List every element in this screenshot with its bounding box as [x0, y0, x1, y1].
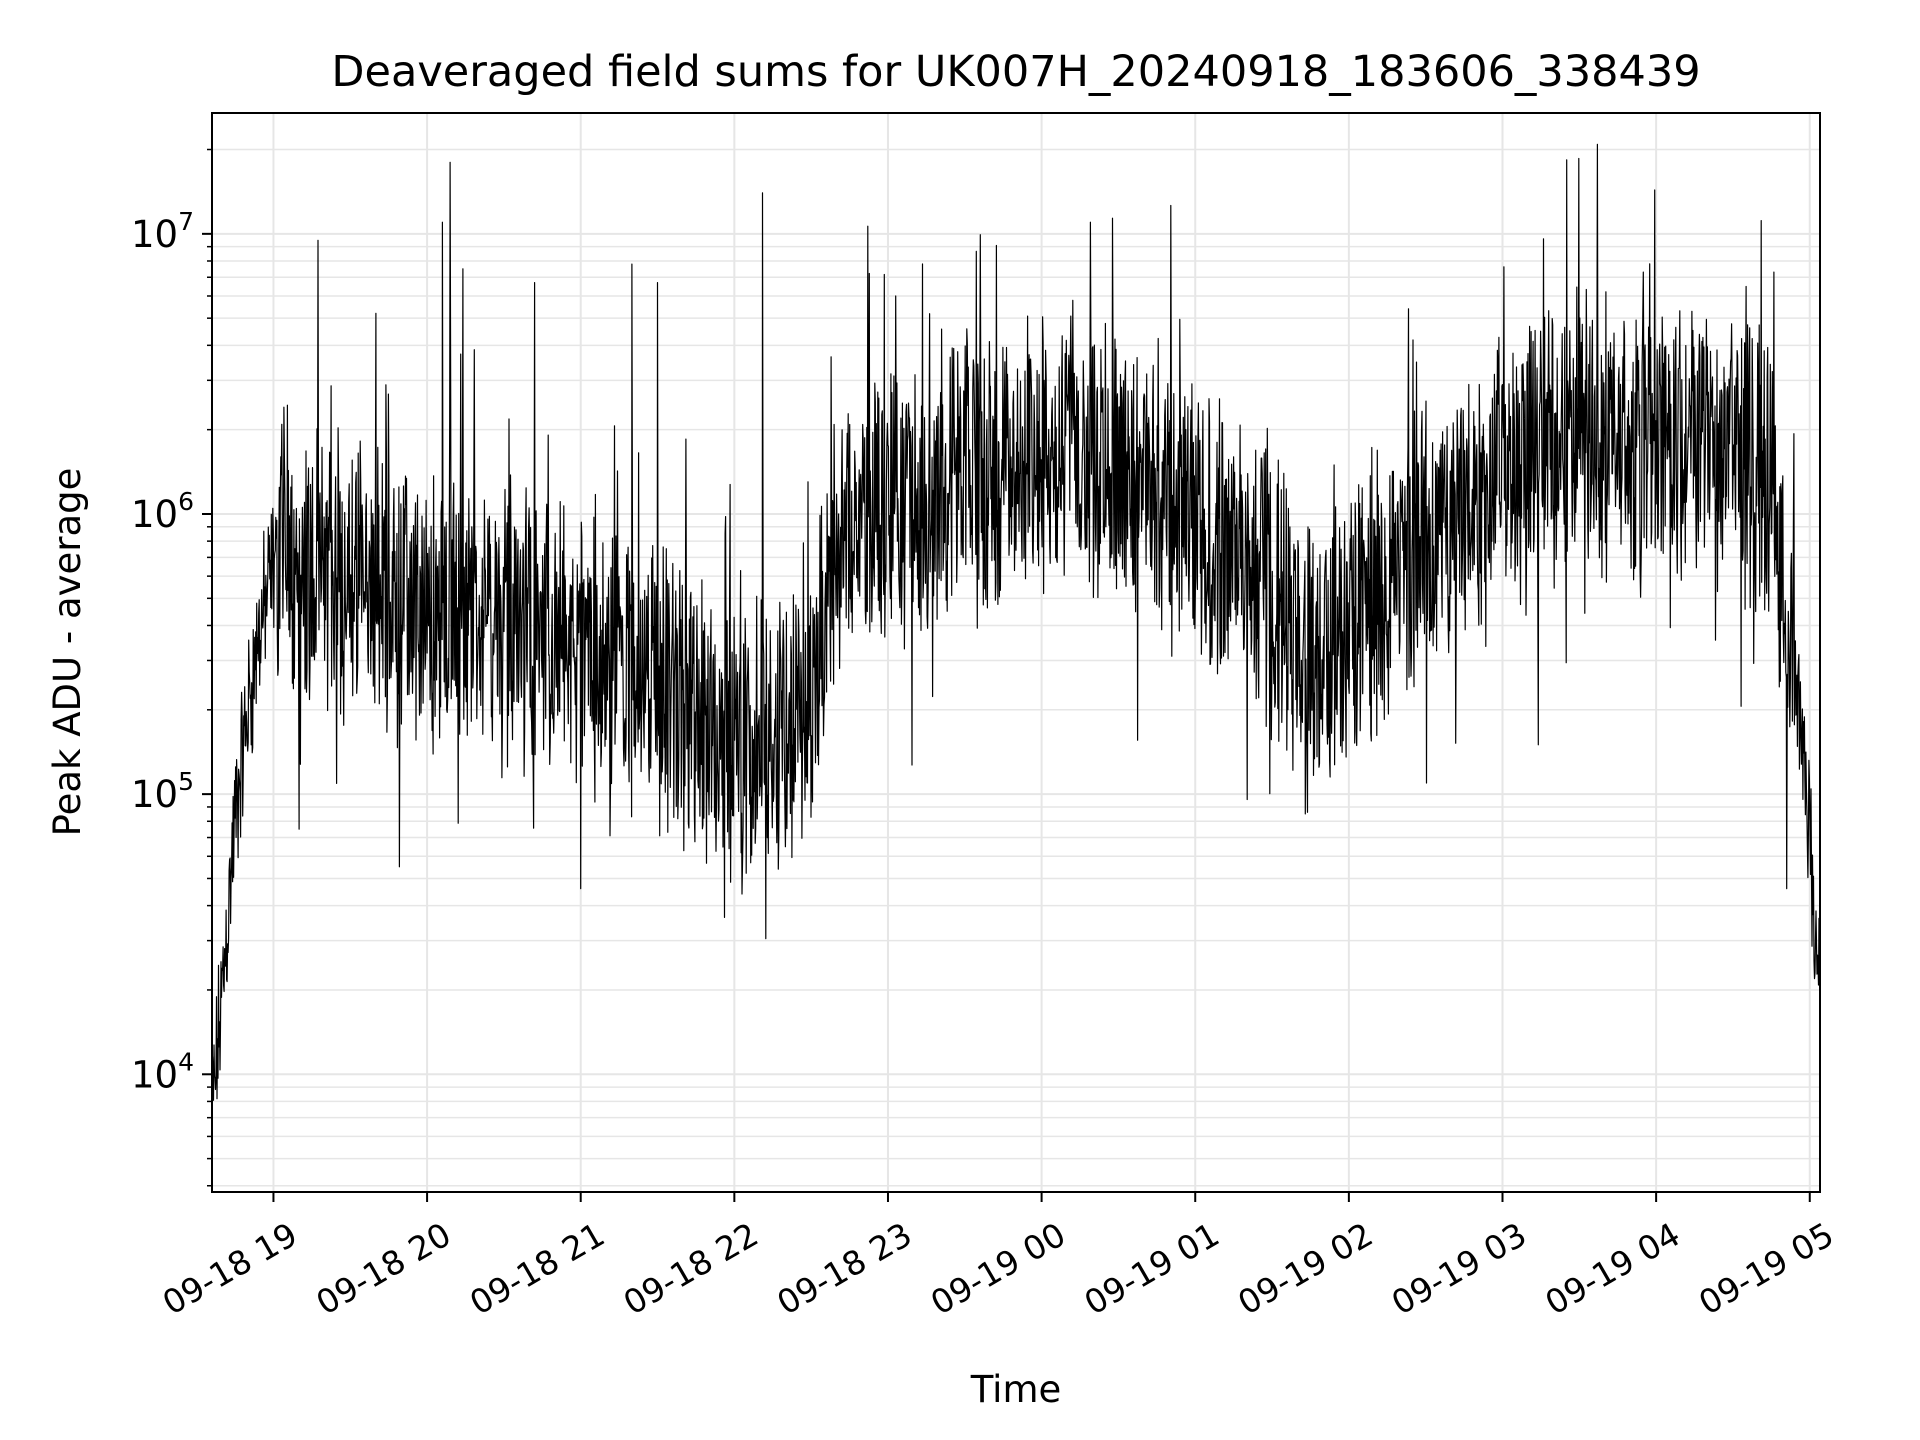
- y-axis-label: Peak ADU - average: [46, 468, 89, 837]
- series-line: [211, 143, 1821, 1119]
- plot-frame: [211, 112, 1821, 1193]
- chart-title: Deaveraged field sums for UK007H_2024091…: [331, 47, 1700, 97]
- y-tick-label: 107: [131, 207, 194, 256]
- y-tick-label: 104: [131, 1047, 194, 1096]
- x-axis-label: Time: [970, 1368, 1062, 1411]
- y-tick-label: 106: [131, 487, 194, 536]
- y-tick-label: 105: [131, 767, 194, 816]
- y-axis-ticks: 104 105 106 107: [131, 148, 212, 1187]
- series-line-group: [211, 143, 1821, 1119]
